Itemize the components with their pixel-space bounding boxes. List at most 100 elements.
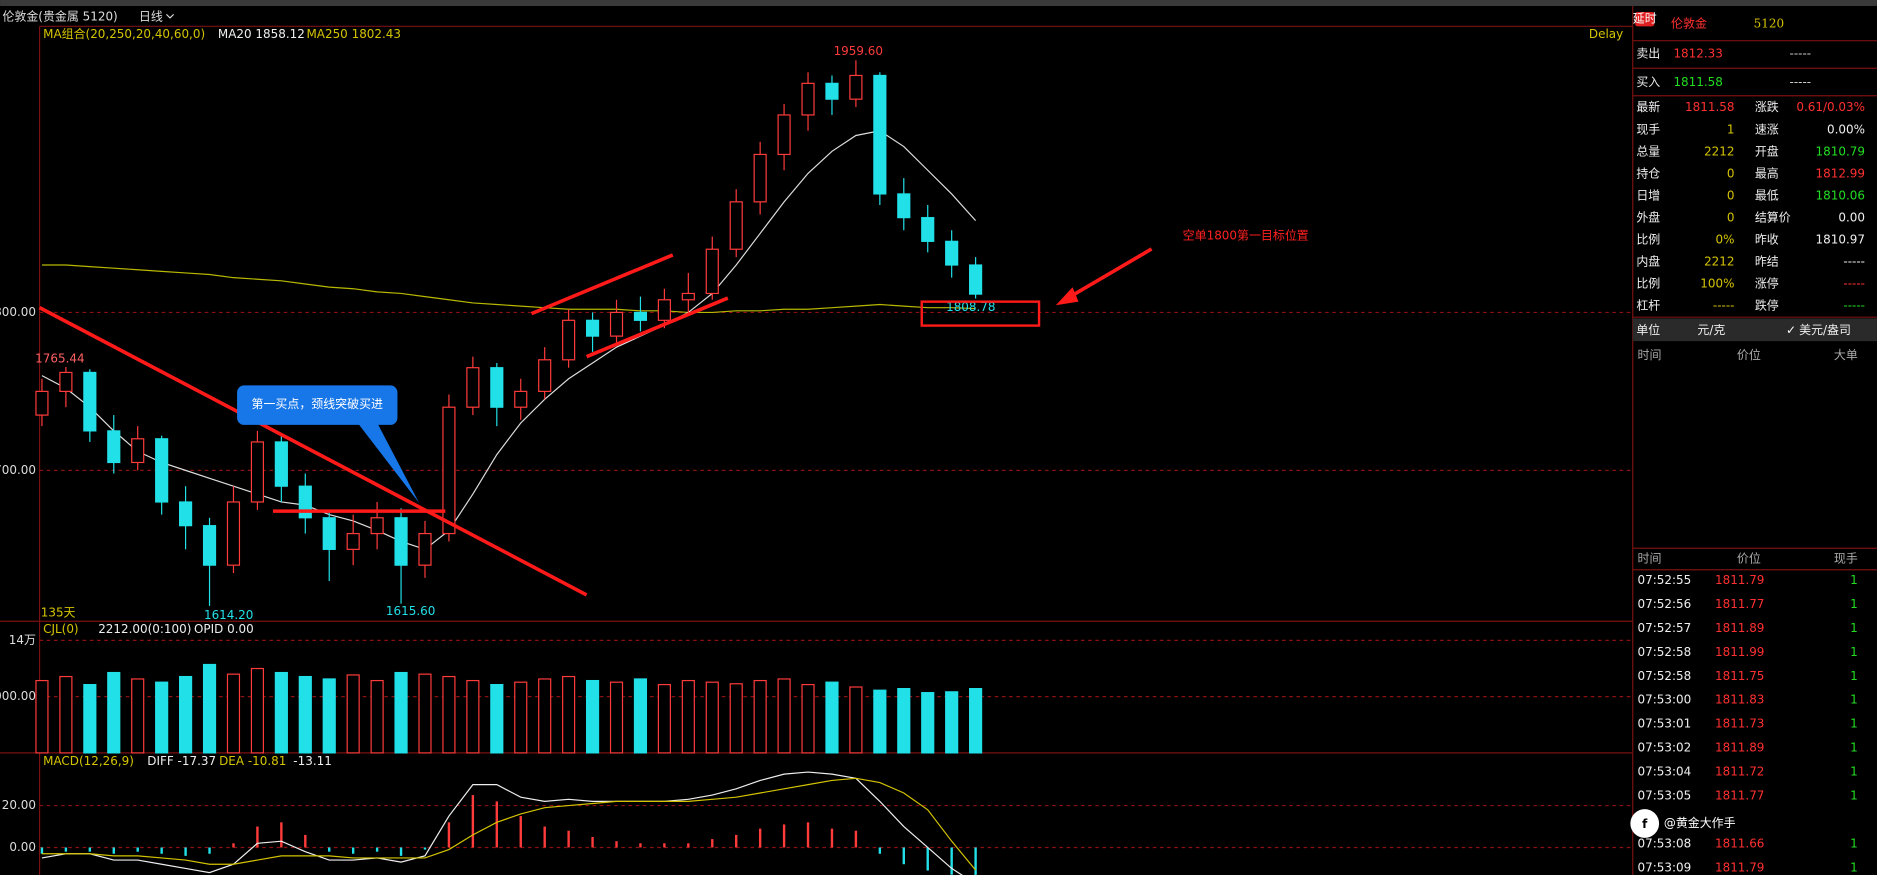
volume-bar — [490, 683, 504, 754]
trade-price: 1811.89 — [1715, 741, 1764, 755]
trade-price: 1811.72 — [1715, 765, 1764, 779]
delay-label: Delay — [1589, 27, 1623, 41]
quote-value: 0.00% — [1827, 122, 1865, 136]
volume-bar — [969, 688, 983, 754]
unit-value[interactable]: 元/克 — [1697, 323, 1725, 337]
volume-bar — [179, 675, 193, 754]
price-annotation: 1808.78 — [946, 300, 995, 314]
candle-body — [729, 201, 743, 250]
bars-count: 135天 — [41, 605, 76, 619]
quote-value: 2212 — [1704, 144, 1734, 158]
volume-bar — [585, 679, 600, 754]
quote-label: 最新 — [1636, 99, 1660, 114]
dea-line — [41, 777, 977, 871]
candle-body — [394, 517, 408, 566]
sell-volume: ----- — [1790, 46, 1812, 60]
delay-badge: 延时 — [1633, 12, 1657, 26]
quote-value: ----- — [1843, 254, 1865, 268]
candle-body — [346, 532, 360, 550]
candle-body — [921, 217, 935, 242]
quote-value: 0.61/0.03% — [1796, 100, 1865, 114]
ma-indicator[interactable]: MA组合(20,250,20,40,60,0) — [43, 26, 205, 41]
candle-body — [179, 501, 193, 527]
trade-qty: 1 — [1850, 573, 1858, 587]
alt-unit[interactable]: 美元/盎司 — [1799, 323, 1851, 337]
trade-time: 07:53:09 — [1638, 860, 1692, 874]
volume-bar — [59, 675, 73, 754]
trade-time: 07:53:04 — [1638, 765, 1692, 779]
volume-bar — [801, 683, 815, 754]
volume-bar — [202, 663, 217, 754]
candle-body — [562, 319, 576, 361]
quote-label: 涨跌 — [1755, 99, 1779, 114]
diff-line — [41, 771, 963, 875]
column-header: 现手 — [1834, 551, 1858, 565]
quote-value: 0.00 — [1838, 210, 1865, 224]
trade-time: 07:53:02 — [1638, 741, 1692, 755]
y-tick-label: 0.00 — [9, 840, 36, 854]
volume-bar — [897, 688, 911, 754]
watermark-text: @黄金大作手 — [1664, 815, 1736, 830]
quote-label: 最高 — [1755, 165, 1779, 180]
volume-bar — [466, 679, 480, 754]
trade-price: 1811.77 — [1715, 597, 1764, 611]
dea-label: DEA -10.81 — [219, 754, 286, 768]
candle-body — [657, 299, 671, 321]
price-annotation: 1615.60 — [386, 604, 435, 618]
quote-label: 昨收 — [1755, 232, 1779, 246]
volume-bar — [562, 675, 576, 754]
buy-volume: ----- — [1790, 75, 1812, 89]
quote-label: 结算价 — [1755, 209, 1791, 224]
candle-body — [442, 406, 456, 535]
trade-price: 1811.79 — [1715, 573, 1764, 587]
svg-text:f: f — [1642, 817, 1648, 831]
period-select[interactable]: 日线 — [139, 9, 163, 23]
y-tick-label: 1800.00 — [0, 305, 36, 319]
quote-label: 内盘 — [1636, 253, 1660, 268]
quote-value: 0 — [1727, 188, 1735, 202]
candle-body — [753, 153, 767, 203]
candle-body — [538, 359, 552, 392]
arrow — [1055, 247, 1153, 306]
volume-bar — [514, 681, 528, 754]
quote-value: 1811.58 — [1685, 100, 1734, 114]
sell-price: 1812.33 — [1673, 46, 1722, 60]
candle-body — [873, 74, 887, 195]
volume-bar — [226, 673, 241, 754]
quote-value: 0% — [1716, 232, 1735, 246]
ma250-label: MA250 1802.43 — [306, 27, 401, 41]
volume-bar — [346, 674, 360, 754]
candle-body — [490, 367, 504, 408]
volume-bar — [729, 683, 743, 754]
trade-time: 07:53:00 — [1638, 693, 1692, 707]
candle-body — [370, 517, 384, 535]
y-tick-label: 20.00 — [2, 798, 36, 812]
quote-label: 最低 — [1755, 188, 1779, 202]
trade-time: 07:52:58 — [1638, 645, 1692, 659]
volume-indicator[interactable]: CJL(0) — [43, 622, 78, 636]
quote-code: 5120 — [1754, 16, 1784, 30]
volume-bar — [777, 678, 791, 754]
volume-bar — [370, 679, 384, 754]
candle-body — [274, 441, 288, 487]
candle-body — [514, 390, 528, 408]
macd-indicator[interactable]: MACD(12,26,9) — [43, 754, 134, 768]
trade-price: 1811.89 — [1715, 621, 1764, 635]
volume-bar — [609, 681, 624, 754]
candle-body — [585, 319, 600, 337]
symbol-title[interactable]: 伦敦金(贵金属 5120) — [2, 8, 117, 23]
trade-time: 07:52:57 — [1638, 621, 1692, 635]
y-tick-label: 70000.00 — [0, 689, 36, 703]
column-header: 大单 — [1834, 348, 1858, 362]
quote-label: 比例 — [1636, 232, 1660, 246]
candle-body — [633, 311, 648, 321]
trade-time: 07:52:56 — [1638, 597, 1692, 611]
volume-bar — [83, 683, 97, 754]
price-annotation: 1614.20 — [204, 608, 253, 622]
candle-body — [945, 240, 959, 266]
volume-bar — [825, 681, 839, 754]
quote-value: ----- — [1843, 298, 1865, 312]
quote-value: 0 — [1727, 166, 1735, 180]
